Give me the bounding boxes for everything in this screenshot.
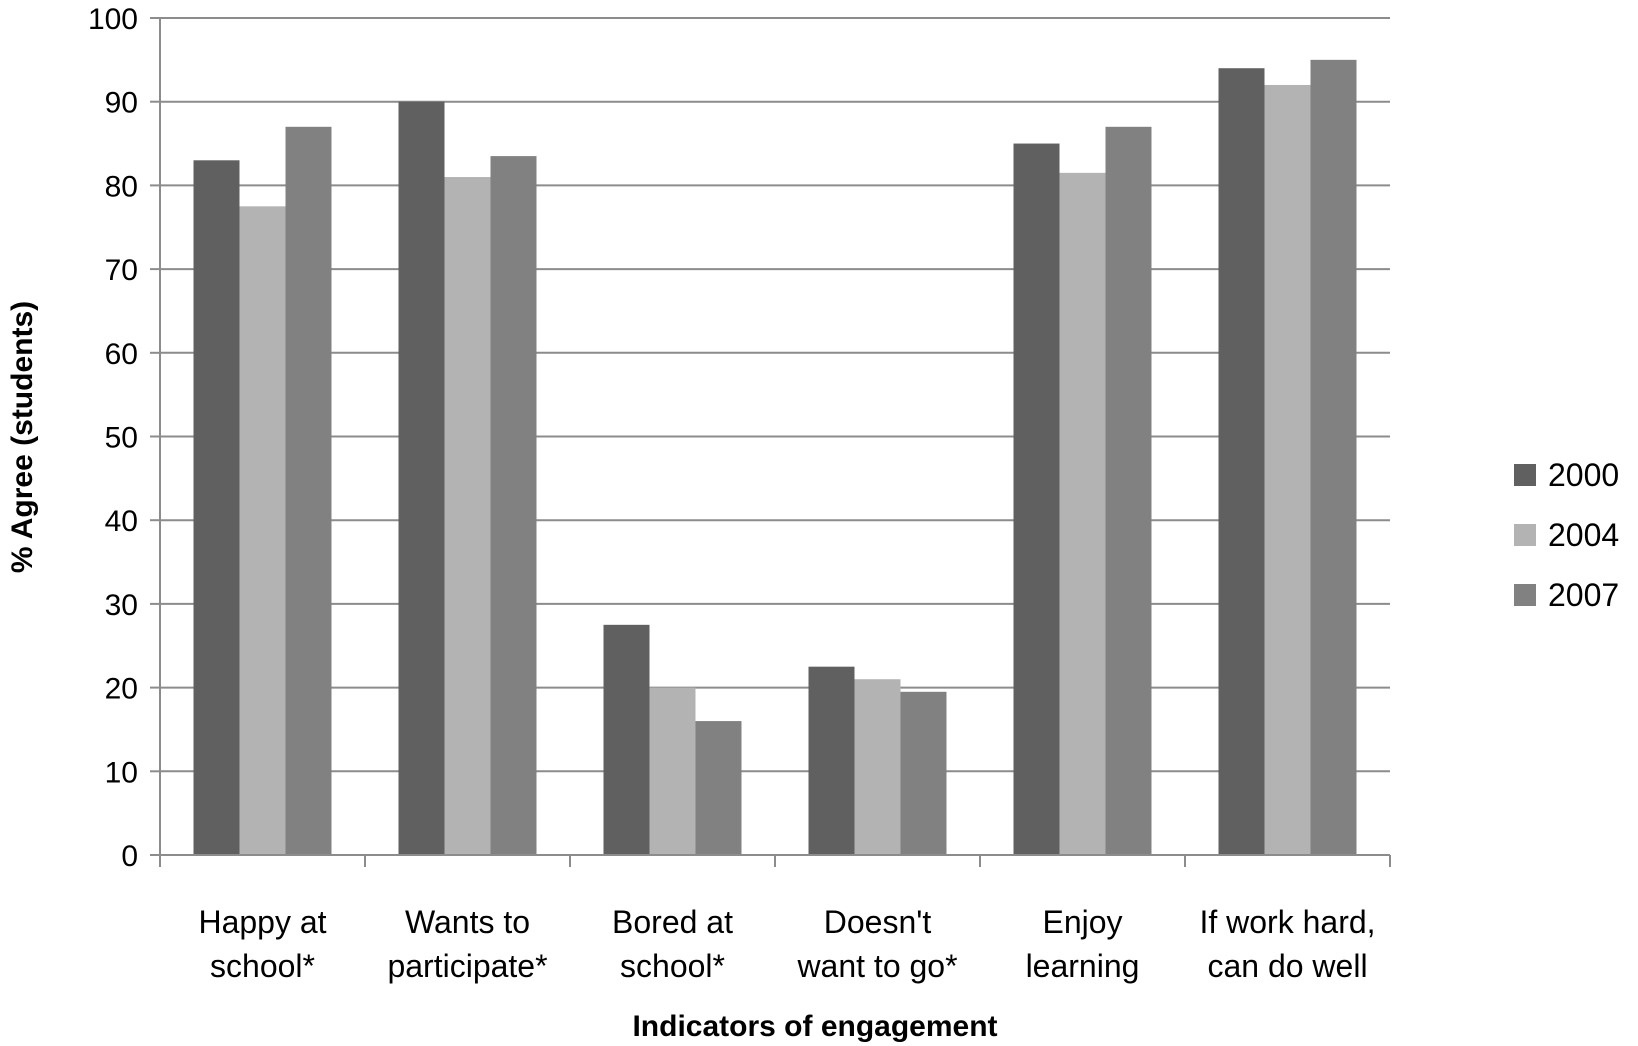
x-category-label: Doesn't [824,904,932,940]
bar-2000-3 [808,666,855,855]
x-category-label: learning [1026,948,1140,984]
category-labels: Happy at school* Wants to participate* Bored… [198,904,1375,984]
bar-2004-5 [1264,84,1311,855]
bar-2004-4 [1059,172,1106,856]
bar-2000-0 [193,160,240,856]
legend-swatch-2004 [1514,524,1536,546]
y-axis-title: % Agree (students) [6,301,39,573]
legend-label-2007: 2007 [1548,577,1619,613]
bar-2007-2 [695,721,742,855]
y-tick-label: 10 [105,756,138,789]
y-tick-label: 80 [105,170,138,203]
legend-swatch-2000 [1514,464,1536,486]
bar-2004-3 [854,679,901,855]
y-tick-label: 20 [105,673,138,706]
x-category-label: school* [620,948,725,984]
x-category-label: Bored at [612,904,733,940]
bar-2004-0 [239,206,286,855]
bars [193,59,1357,856]
x-category-label: can do well [1207,948,1367,984]
tick-labels: 0 10 20 30 40 50 60 70 80 90 100 [88,3,138,873]
x-category-label: If work hard, [1199,904,1375,940]
y-tick-label: 30 [105,589,138,622]
x-category-label: Wants to [405,904,530,940]
bar-2000-5 [1218,68,1265,856]
bar-2007-3 [900,691,947,855]
x-axis-title: Indicators of engagement [632,1010,997,1043]
bar-2000-4 [1013,143,1060,856]
legend-swatch-2007 [1514,584,1536,606]
bar-2007-5 [1310,59,1357,856]
bar-2000-1 [398,101,445,855]
gridlines [150,17,1390,856]
y-tick-label: 40 [105,505,138,538]
x-category-label: school* [210,948,315,984]
axes [159,18,1391,867]
y-tick-label: 70 [105,254,138,287]
y-tick-label: 50 [105,422,138,455]
bar-2004-1 [444,177,491,855]
bar-2007-1 [490,156,537,856]
bar-2007-0 [285,126,332,855]
x-category-label: Happy at [198,904,326,940]
bar-2007-4 [1105,126,1152,855]
y-tick-label: 100 [88,3,138,36]
y-tick-label: 90 [105,87,138,120]
legend-label-2004: 2004 [1548,517,1619,553]
x-category-label: Enjoy [1042,904,1122,940]
y-tick-label: 0 [121,840,138,873]
x-category-label: participate* [387,948,547,984]
x-category-label: want to go* [796,948,957,984]
bar-2000-2 [603,624,650,855]
y-tick-label: 60 [105,338,138,371]
legend-label-2000: 2000 [1548,457,1619,493]
bar-2004-2 [649,687,696,855]
legend: 2000 2004 2007 [1514,457,1619,613]
